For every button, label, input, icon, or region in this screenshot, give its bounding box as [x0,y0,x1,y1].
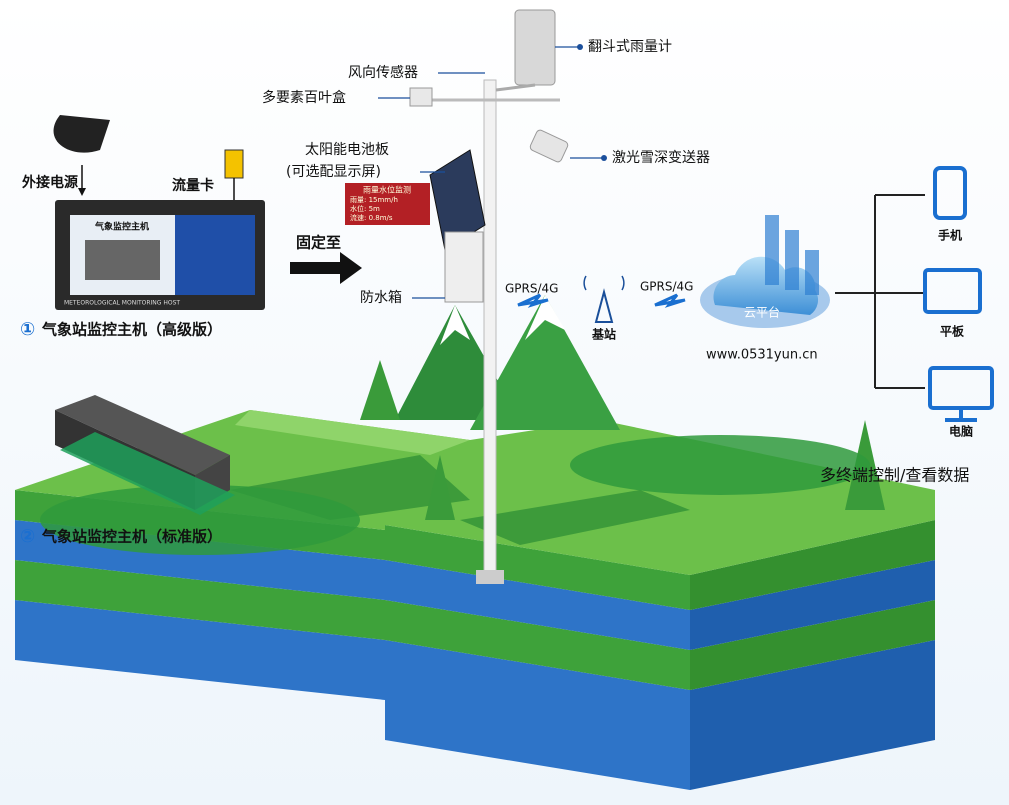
shape-polygon [517,293,549,308]
base-station-label: 基站 [591,327,616,342]
fix-arrow [290,252,362,284]
sensor-label: 激光雪深变送器 [612,149,710,166]
shape-ellipse [40,485,360,555]
shape-rect [514,9,556,86]
shape-polygon [440,305,470,345]
terminal-label: 手机 [938,228,962,243]
shape-rect [444,231,484,303]
host-label: 气象站监控主机（标准版） [41,528,222,546]
power-label: 外接电源 [22,174,78,191]
sensor-label: (可选配显示屏) [286,164,381,180]
shape-rect [483,79,497,581]
host-number: ② [20,526,35,547]
shape-rect [923,268,982,314]
device-title: 气象监控主机 [94,221,149,233]
shape-polygon [15,600,385,700]
sim-label: 流量卡 [172,177,214,194]
shape-polygon [385,525,690,610]
fix-label: 固定至 [296,234,341,252]
shape-ellipse [570,435,870,495]
display-title: 雨量水位监测 [363,185,411,195]
shape-polygon [235,410,470,455]
shape-polygon [385,560,690,650]
shape-polygon [78,188,86,196]
host-label: 气象站监控主机（高级版） [41,321,222,339]
weather-station [345,9,569,584]
shape-rect [224,149,244,179]
terrain [15,410,935,790]
url-label: www.0531yun.cn [706,348,818,363]
shape-polygon [429,149,486,251]
shape-rect [785,230,799,290]
shape-polygon [55,395,230,475]
link-label: GPRS/4G [505,282,558,296]
shape-polygon [690,600,935,690]
terminal-label: 电脑 [949,424,973,439]
shrubs [40,435,870,555]
display-row: 水位: 5m [350,204,380,213]
shape-rect [933,166,967,220]
shape-polygon [425,455,455,520]
shape-path [583,275,625,291]
shape-line [495,83,536,92]
device-subtitle: METEOROLOGICAL MONITORING HOST [64,300,180,307]
cloud-label: 云平台 [744,305,780,320]
terminal-label: 平板 [940,324,965,339]
shape-polygon [525,295,565,340]
shape-polygon [690,520,935,610]
shape-polygon [460,490,690,545]
shape-rect [476,570,504,584]
sensor-label: 太阳能电池板 [305,142,389,158]
shape-rect [85,240,160,280]
host-standard-device [55,395,235,515]
sensor-label: 多要素百叶盒 [262,89,346,106]
shape-polygon [60,432,235,515]
shape-rect [175,215,255,295]
display-row: 流速: 0.8m/s [350,213,393,222]
shape-rect [765,215,779,285]
shape-polygon [594,288,614,323]
shape-path [53,115,110,153]
host-number: ① [20,319,35,340]
shape-polygon [470,295,620,430]
host-advanced-device [53,115,265,310]
shape-polygon [690,560,935,650]
sensor-label: 翻斗式雨量计 [588,39,672,55]
shape-rect [529,129,569,163]
terminals-caption: 多终端控制/查看数据 [820,466,969,485]
sensor-label: 防水箱 [360,290,402,306]
network-graphics [517,166,994,422]
shape-rect [805,250,819,295]
shape-polygon [360,360,400,420]
shape-polygon [654,293,686,308]
shape-polygon [385,600,690,690]
sensor-label: 风向传感器 [348,64,418,81]
display-row: 雨量: 15mm/h [350,196,398,204]
shape-rect [409,87,433,107]
display-screen [345,183,430,225]
link-label: GPRS/4G [640,280,693,294]
shape-polygon [15,560,385,640]
